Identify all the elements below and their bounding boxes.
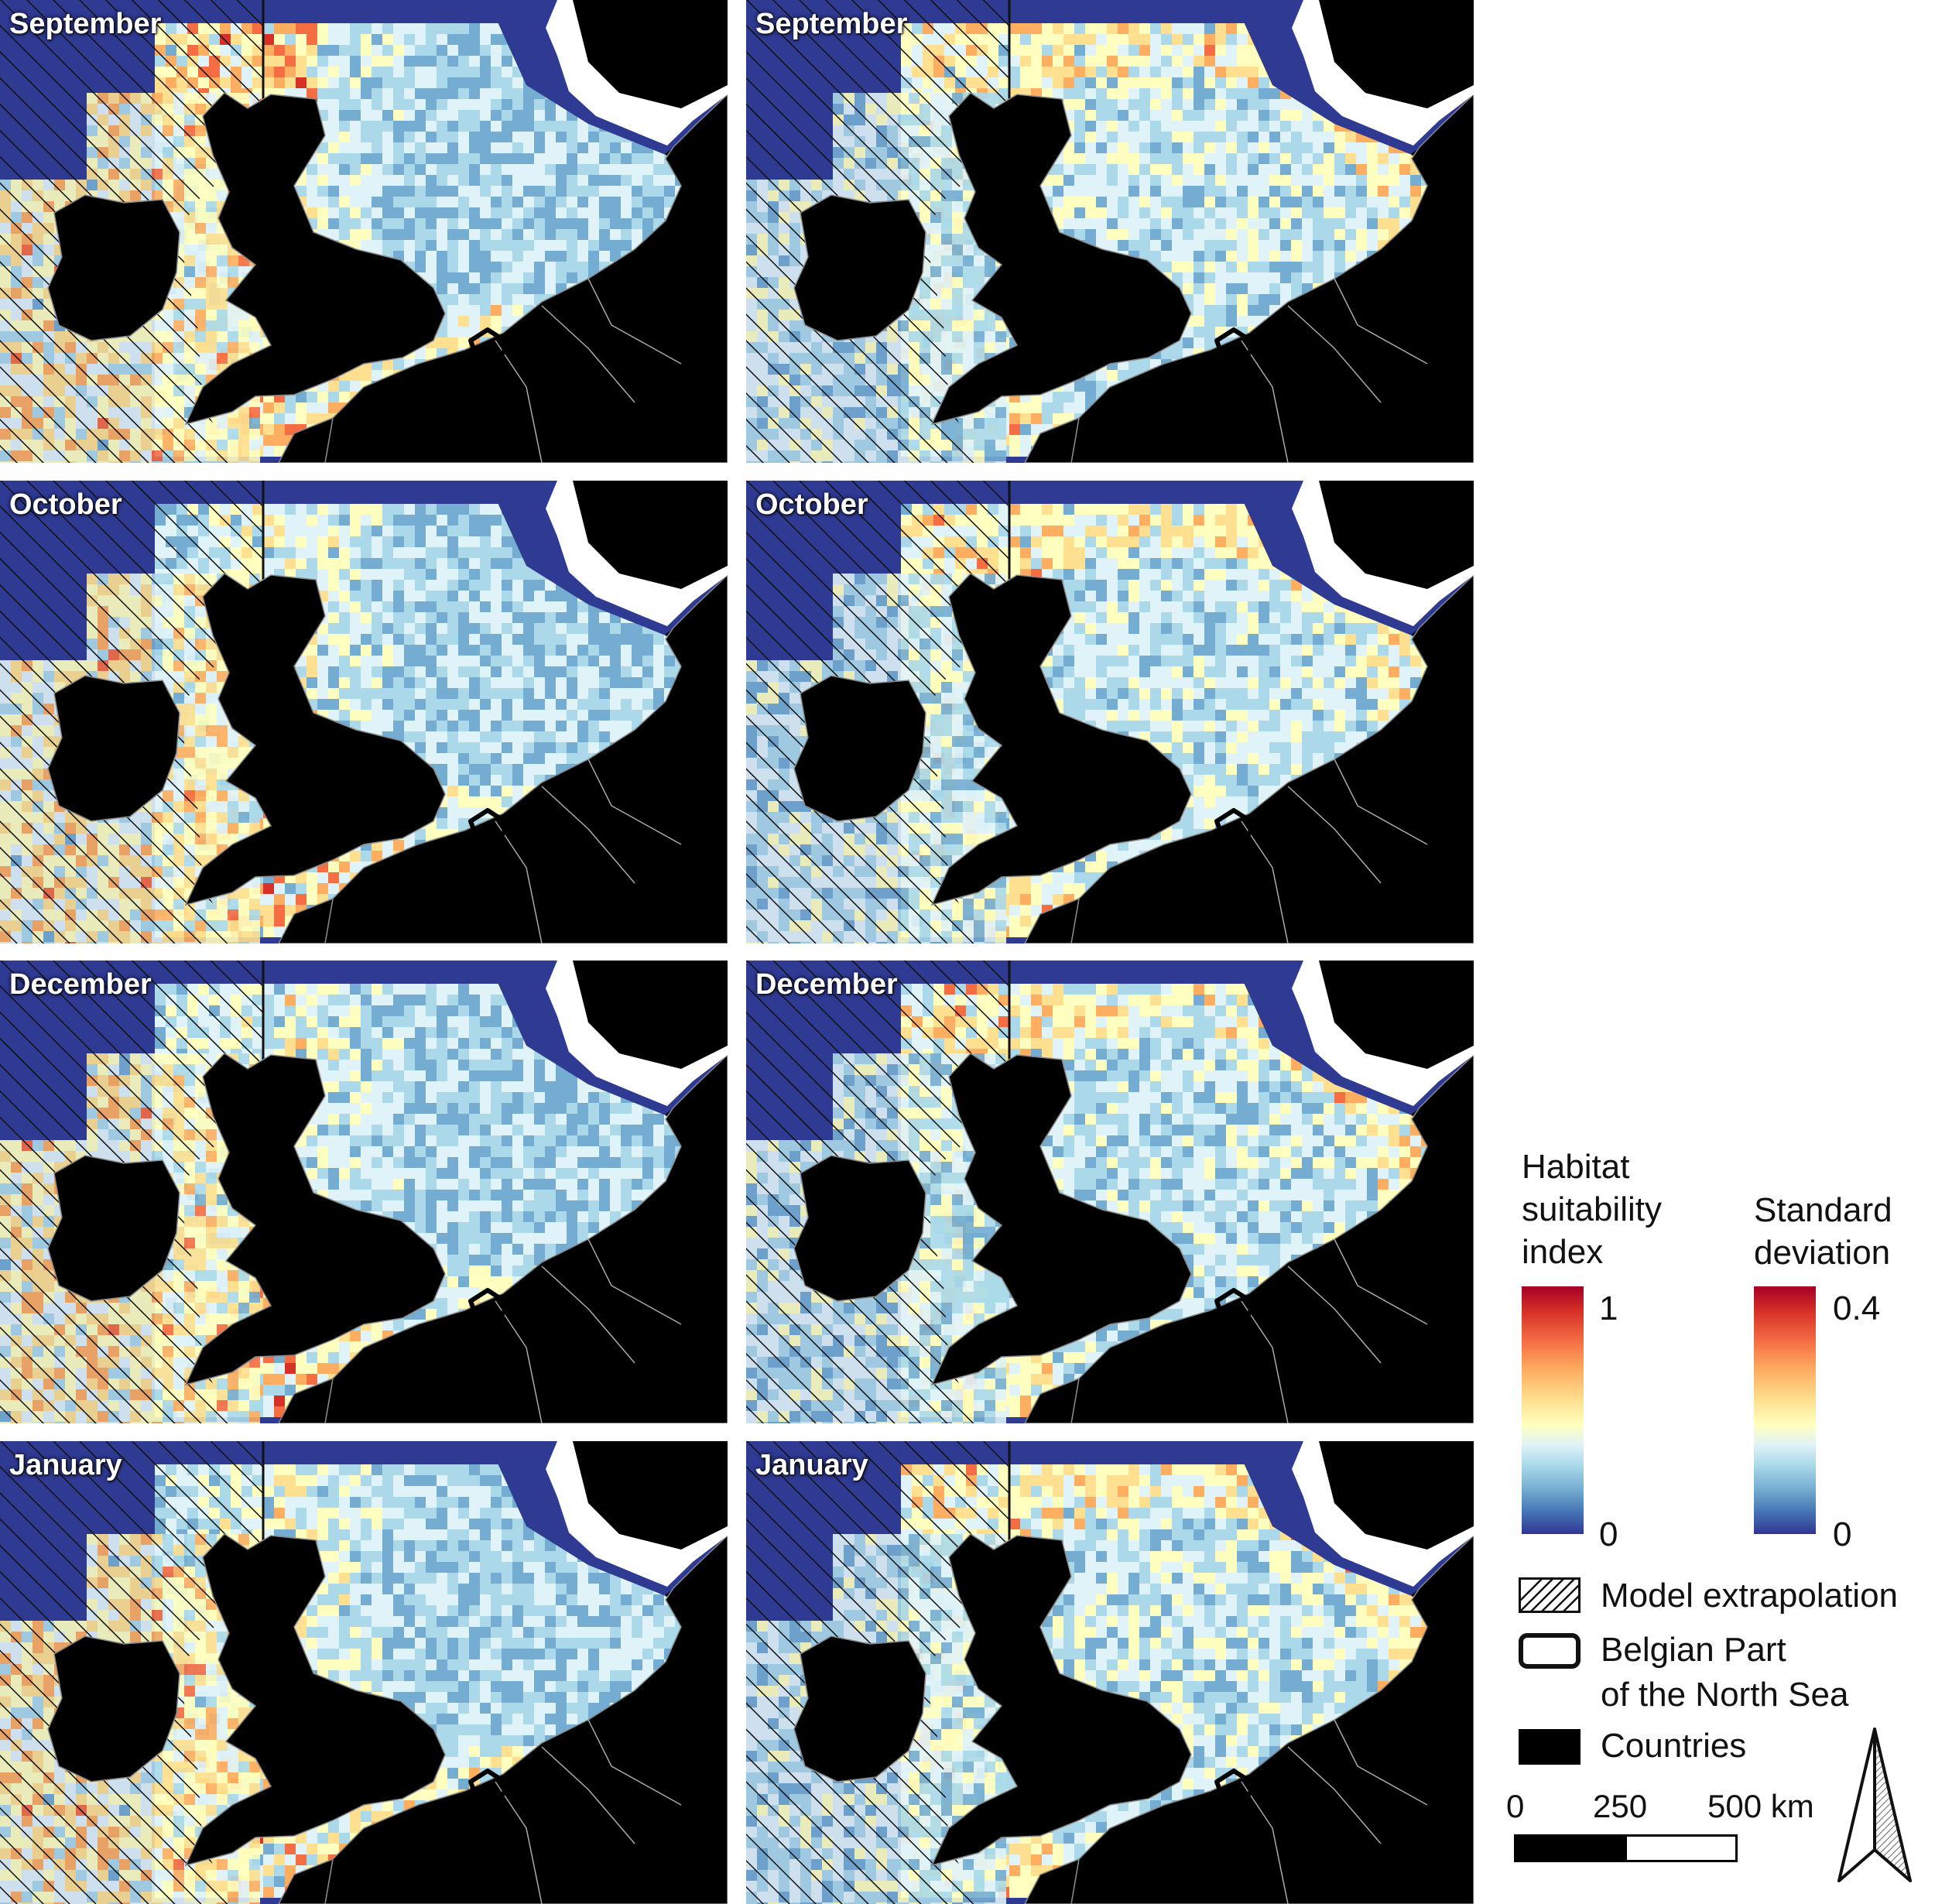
legend-hsi-max-label: 1	[1599, 1289, 1618, 1328]
panel-title: December	[9, 968, 152, 1002]
key-countries-label: Countries	[1601, 1726, 1746, 1766]
map-panel-october-habitat-suitability: October	[0, 481, 728, 943]
legend-sd-max-label: 0.4	[1833, 1289, 1880, 1328]
hatch-pattern-icon	[1519, 1577, 1581, 1613]
panel-title: December	[755, 968, 898, 1002]
map-raster	[0, 0, 728, 463]
map-panel-january-habitat-suitability: January	[0, 1441, 728, 1904]
panel-title: September	[9, 8, 161, 41]
map-raster	[0, 481, 728, 943]
panel-title: October	[9, 488, 122, 522]
map-raster	[746, 1441, 1474, 1904]
map-panel-december-standard-deviation: December	[746, 961, 1474, 1423]
legend-sd-title: Standard deviation	[1754, 1189, 1892, 1274]
panel-title: January	[9, 1449, 122, 1482]
legend-hsi-min-label: 0	[1599, 1515, 1618, 1554]
key-bpns-label-line2: of the North Sea	[1601, 1675, 1848, 1715]
map-panel-october-standard-deviation: October	[746, 481, 1474, 943]
map-raster	[746, 0, 1474, 463]
map-raster	[746, 961, 1474, 1423]
legend-sd-min-label: 0	[1833, 1515, 1851, 1554]
map-raster	[0, 961, 728, 1423]
key-extrapolation-label: Model extrapolation	[1601, 1576, 1898, 1616]
scale-label-250: 250	[1593, 1788, 1647, 1825]
scale-bar-graphic	[1514, 1834, 1738, 1862]
legend-hsi-colorbar	[1522, 1286, 1584, 1534]
legend-hsi-title: Habitat suitability index	[1522, 1145, 1662, 1273]
land-swatch-icon	[1519, 1729, 1581, 1765]
bpns-outline-icon	[1519, 1633, 1581, 1669]
map-raster	[746, 481, 1474, 943]
panel-title: September	[755, 8, 907, 41]
map-panel-september-habitat-suitability: September	[0, 0, 728, 463]
legend-sd-colorbar	[1754, 1286, 1816, 1534]
map-panel-january-standard-deviation: January	[746, 1441, 1474, 1904]
scale-label-0: 0	[1506, 1788, 1524, 1825]
panel-title: January	[755, 1449, 868, 1482]
map-panel-september-standard-deviation: September	[746, 0, 1474, 463]
panel-title: October	[755, 488, 868, 522]
key-bpns-label-line1: Belgian Part	[1601, 1630, 1786, 1670]
scale-label-500: 500 km	[1707, 1788, 1814, 1825]
north-arrow-icon	[1836, 1726, 1913, 1889]
map-raster	[0, 1441, 728, 1904]
map-panel-december-habitat-suitability: December	[0, 961, 728, 1423]
